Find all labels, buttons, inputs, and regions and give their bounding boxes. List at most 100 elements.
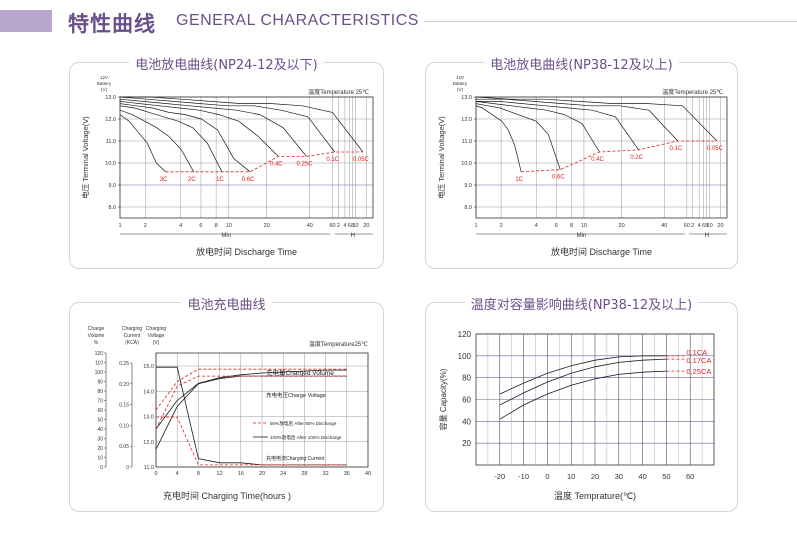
y-axis-label: 电压 Terminal Voltage(V) — [80, 116, 90, 199]
x-tick-label: 40 — [307, 223, 313, 229]
x-tick-label: 28 — [301, 471, 307, 477]
x-tick-label: 10 — [567, 472, 575, 481]
current-tick-label: 0 — [126, 465, 129, 471]
x-tick-label: 40 — [365, 471, 371, 477]
x-tick-label: 8 — [705, 223, 708, 229]
x-tick-label: 20 — [363, 223, 369, 229]
x-tick-label: 24 — [280, 471, 286, 477]
axis-header: Volume — [88, 333, 105, 339]
battery-label: Battery — [97, 81, 112, 86]
volume-tick-label: 120 — [95, 351, 104, 357]
rate-label: 0.1C — [669, 146, 682, 152]
chart-title: 电池放电曲线(NP24-12及以下) — [129, 58, 324, 73]
rate-label: 0.6C — [552, 175, 565, 181]
capacity-curve — [499, 355, 667, 395]
rate-label: 0.4C — [591, 157, 604, 163]
discharge-curve — [475, 96, 718, 142]
y-tick-label: 20 — [462, 439, 471, 448]
volume-tick-label: 110 — [95, 361, 103, 367]
x-tick-label: 50 — [662, 472, 670, 481]
y-tick-label: 60 — [462, 396, 471, 405]
volume-tick-label: 90 — [97, 380, 103, 386]
x-unit-min: Min — [221, 233, 231, 239]
volume-tick-label: 80 — [97, 389, 103, 395]
x-axis-label: 放电时间 Discharge Time — [551, 246, 652, 257]
voltage-tick-label: 14.0 — [143, 389, 154, 395]
y-tick-label: 10.0 — [105, 161, 116, 167]
series-label: 0.17CA — [686, 356, 711, 365]
discharge-curve — [119, 98, 307, 157]
x-tick-label: 2 — [144, 223, 147, 229]
current-tick-label: 0.15 — [119, 403, 129, 409]
x-tick-label: 36 — [344, 471, 350, 477]
rate-label: 0.2C — [630, 155, 643, 161]
y-tick-label: 80 — [462, 374, 471, 383]
x-tick-label: 8 — [215, 223, 218, 229]
y-tick-label: 11.0 — [462, 139, 472, 145]
x-tick-label: 40 — [661, 223, 667, 229]
x-tick-label: 6 — [348, 223, 351, 229]
x-tick-label: 20 — [717, 223, 723, 229]
x-tick-label: 60 — [686, 472, 694, 481]
series-label: 0.25CA — [686, 367, 711, 376]
discharge-curve — [476, 101, 639, 151]
battery-label: 12V — [100, 75, 108, 80]
x-tick-label: 20 — [619, 223, 625, 229]
volume-tick-label: 70 — [97, 399, 103, 405]
page-title: 特性曲线 — [68, 12, 156, 36]
rate-label: 2C — [188, 177, 196, 183]
charging-current-after-50-curve — [156, 416, 347, 466]
x-tick-label: 10 — [352, 223, 358, 229]
axis-header: (V) — [153, 340, 160, 346]
y-axis-label: 容量 Capacity(%) — [438, 368, 448, 430]
volume-tick-label: 20 — [97, 446, 103, 452]
axis-header: Charging — [146, 326, 167, 332]
y-tick-label: 8.0 — [108, 205, 116, 211]
header-divider — [424, 21, 797, 22]
axis-header: Charging — [122, 326, 143, 332]
x-tick-label: 12 — [217, 471, 223, 477]
rate-label: 0.1C — [326, 157, 339, 163]
charged-volume-curve — [155, 369, 347, 430]
x-tick-label: 10 — [707, 223, 713, 229]
battery-label: Battery — [453, 81, 468, 86]
x-tick-label: 6 — [555, 223, 558, 229]
page-subtitle: GENERAL CHARACTERISTICS — [176, 12, 419, 29]
x-tick-label: 4 — [698, 223, 701, 229]
discharge-curve — [120, 96, 364, 153]
x-tick-label: 20 — [259, 471, 265, 477]
battery-label: (V) — [457, 87, 464, 92]
discharge-chart-small: 13.012.011.010.09.08.01 2 4 6 8 10 20 40 60 2 4 6 81… — [80, 75, 374, 257]
battery-label: 12V — [456, 75, 464, 80]
rate-label: 1C — [216, 177, 224, 183]
volume-tick-label: 60 — [97, 408, 103, 414]
current-tick-label: 0.20 — [119, 382, 129, 388]
after-50-label: 50%放电后 After 50% Discharge — [270, 420, 337, 427]
discharge-curve — [476, 98, 679, 142]
x-tick-label: 40 — [638, 472, 646, 481]
y-tick-label: 40 — [462, 417, 471, 426]
x-tick-label: 6 — [199, 223, 202, 229]
x-tick-label: 4 — [535, 223, 538, 229]
x-tick-label: 20 — [264, 223, 270, 229]
plot-frame — [475, 96, 728, 219]
x-tick-label: 60 — [329, 223, 335, 229]
x-unit-hour: H — [705, 233, 709, 239]
x-tick-label: 4 — [179, 223, 182, 229]
x-tick-label: 4 — [176, 471, 179, 477]
x-tick-label: 30 — [615, 472, 623, 481]
x-axis-label: 放电时间 Discharge Time — [196, 246, 297, 257]
x-tick-label: 2 — [337, 223, 340, 229]
volume-tick-label: 50 — [97, 418, 103, 424]
x-axis-label: 温度 Temprature(℃) — [554, 490, 636, 501]
voltage-tick-label: 12.0 — [143, 440, 154, 446]
charge-chart-panel: 电池充电曲线 Charge Volume% Charging Current (KCA)… — [69, 298, 384, 512]
capacity-curve — [499, 370, 667, 420]
discharge-chart-small-panel: 电池放电曲线(NP24-12及以下) 13.0 12.0 11.0 10.0 9.0 8.… — [69, 58, 384, 269]
y-axis-label: 电压 Terminal Voltage(V) — [436, 116, 446, 199]
discharge-chart-large: 13.012.011.010.09.08.01 2 4 6 8 10 20 40 60 2 4 6 81… — [436, 75, 728, 257]
y-tick-label: 10.0 — [461, 161, 472, 167]
y-tick-label: 11.0 — [106, 139, 116, 145]
y-tick-label: 12.0 — [105, 117, 116, 123]
